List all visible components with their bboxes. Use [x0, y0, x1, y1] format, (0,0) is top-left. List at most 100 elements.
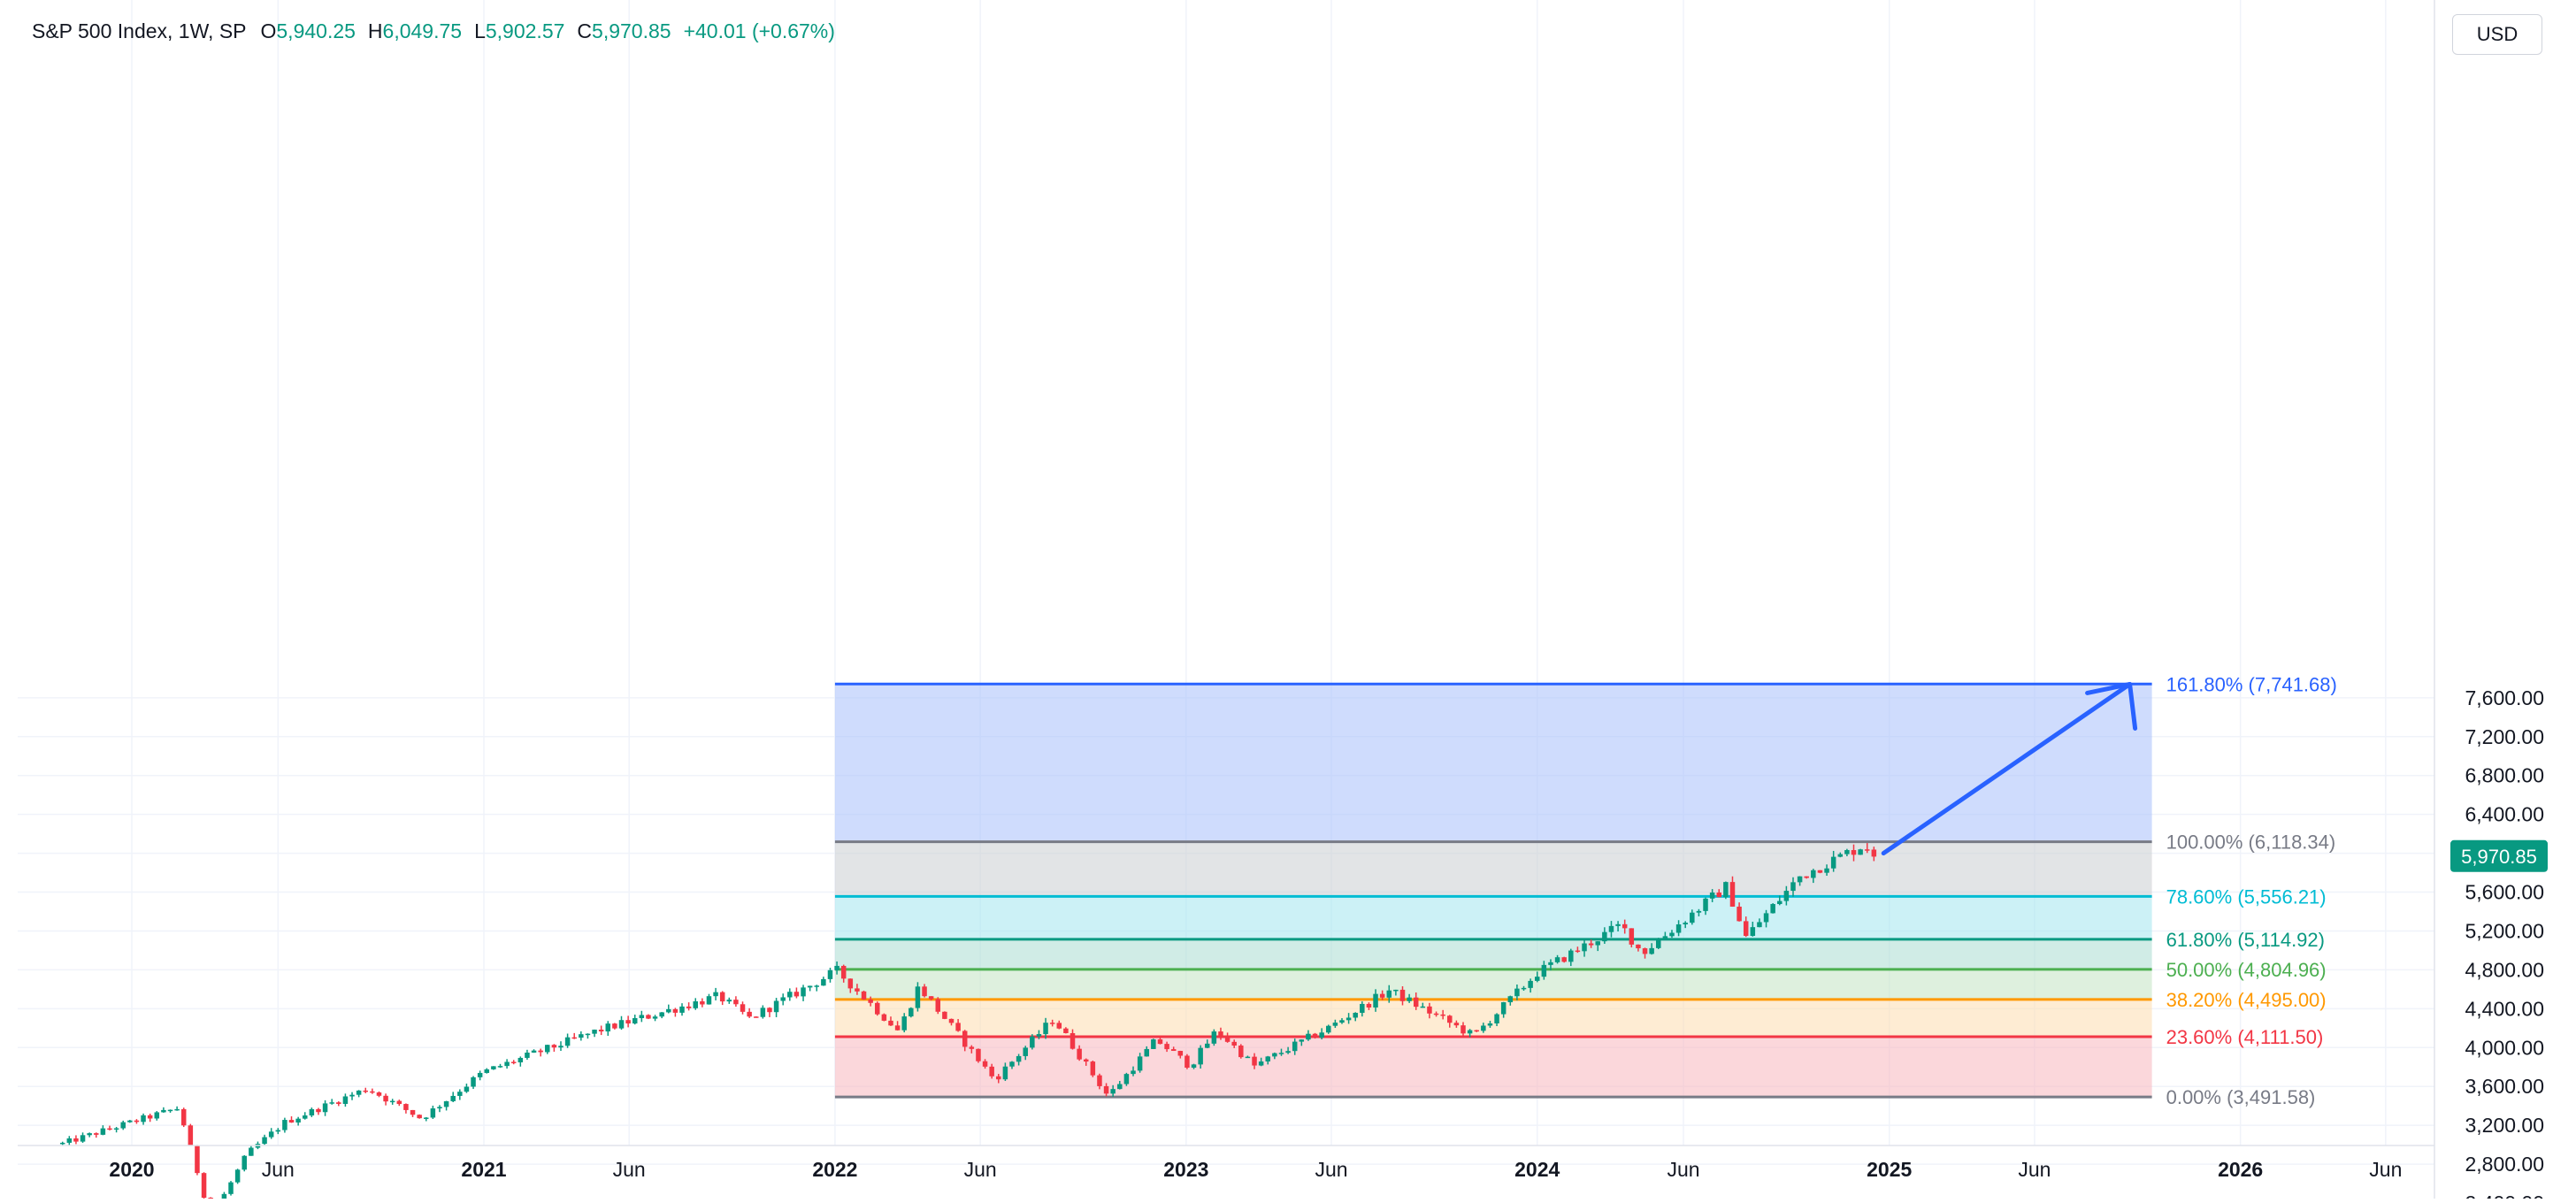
- candle: [316, 1107, 321, 1115]
- candle: [1083, 1058, 1089, 1066]
- fib-level-label: 38.20% (4,495.00): [2166, 989, 2327, 1011]
- candle: [437, 1105, 442, 1113]
- candle: [1690, 909, 1695, 925]
- candle: [376, 1091, 382, 1098]
- fib-level-label: 100.00% (6,118.34): [2166, 831, 2336, 854]
- candle: [618, 1015, 625, 1031]
- candle: [1675, 920, 1682, 937]
- price-tick-label: 4,400.00: [2465, 997, 2544, 1020]
- candle: [268, 1128, 274, 1139]
- candle: [1615, 921, 1621, 932]
- time-tick-label: 2024: [1514, 1158, 1560, 1181]
- candle: [1636, 944, 1641, 952]
- currency-button[interactable]: USD: [2452, 14, 2542, 55]
- candle: [342, 1093, 349, 1107]
- change-value: +40.01 (+0.67%): [683, 19, 835, 42]
- candle: [646, 1014, 651, 1020]
- price-axis[interactable]: 2,000.002,400.002,800.003,200.003,600.00…: [2465, 686, 2544, 1203]
- candle: [1123, 1072, 1130, 1086]
- candle: [794, 987, 800, 999]
- candle: [989, 1063, 994, 1079]
- candle: [1494, 1013, 1499, 1027]
- candle: [1790, 877, 1796, 897]
- price-tick-label: 3,600.00: [2465, 1075, 2544, 1098]
- candle: [551, 1044, 557, 1052]
- candle: [1077, 1045, 1082, 1061]
- candle: [1729, 876, 1736, 908]
- price-tick-label: 4,000.00: [2465, 1036, 2544, 1059]
- candle: [1528, 978, 1533, 993]
- candle: [1218, 1027, 1223, 1040]
- candle: [1063, 1027, 1069, 1034]
- candle: [228, 1181, 234, 1196]
- candle: [403, 1103, 409, 1114]
- candle: [1763, 909, 1769, 928]
- candle: [1224, 1032, 1230, 1043]
- candle: [1804, 876, 1809, 879]
- candle: [1144, 1046, 1149, 1057]
- candle: [1407, 993, 1412, 1003]
- candle: [840, 964, 847, 983]
- candle: [1500, 1001, 1506, 1018]
- candle: [1379, 990, 1385, 1000]
- candle: [1487, 1021, 1493, 1028]
- candle: [1016, 1054, 1022, 1066]
- candle: [1467, 1029, 1473, 1038]
- candle: [1009, 1061, 1015, 1069]
- candle: [100, 1125, 106, 1136]
- candle: [275, 1128, 281, 1135]
- last-price-label: 5,970.85: [2450, 839, 2548, 872]
- candle: [1440, 1009, 1445, 1020]
- last-price-badge: [2450, 839, 2548, 872]
- candle: [1211, 1029, 1217, 1046]
- projection-arrow-layer: [1881, 681, 2138, 856]
- candle: [249, 1146, 254, 1156]
- candle: [1817, 870, 1823, 874]
- candle: [713, 987, 718, 1000]
- candle: [1602, 927, 1607, 944]
- candle: [329, 1099, 334, 1105]
- candle: [753, 1015, 759, 1018]
- candle: [592, 1029, 597, 1038]
- time-tick-label: Jun: [2369, 1158, 2402, 1181]
- candle: [370, 1088, 375, 1094]
- fib-zone-0-382: [834, 999, 2152, 1038]
- candle: [1608, 921, 1614, 938]
- candle: [982, 1059, 988, 1069]
- candle: [1844, 848, 1850, 857]
- symbol-title[interactable]: S&P 500 Index, 1W, SP: [32, 19, 247, 42]
- candle: [1629, 928, 1635, 948]
- fib-level-label: 61.80% (5,114.92): [2166, 929, 2325, 951]
- candle: [740, 1001, 746, 1015]
- candle: [417, 1114, 422, 1119]
- candle: [295, 1116, 301, 1126]
- candle: [1716, 889, 1722, 898]
- time-tick-label: Jun: [2018, 1158, 2051, 1181]
- candle: [1204, 1039, 1210, 1049]
- time-axis[interactable]: 2020 Jun 2021 Jun 2022 Jun 2023 Jun 2024 Jun 2025 J…: [109, 1158, 2402, 1181]
- fib-level-label: 0.00% (3,491.58): [2166, 1086, 2316, 1108]
- candle: [612, 1023, 617, 1030]
- candle: [1097, 1073, 1102, 1090]
- candle: [1750, 921, 1756, 937]
- candle: [1743, 916, 1749, 938]
- candle: [1481, 1023, 1486, 1033]
- candle: [518, 1056, 524, 1067]
- projection-arrow-shaft[interactable]: [1881, 681, 2133, 856]
- candle: [1049, 1019, 1055, 1027]
- fib-level-label: 161.80% (7,741.68): [2166, 673, 2337, 695]
- candle: [107, 1125, 112, 1130]
- candle: [1198, 1045, 1203, 1069]
- candle: [363, 1087, 368, 1093]
- candle: [1797, 876, 1803, 886]
- candle: [1272, 1052, 1277, 1060]
- candle: [1306, 1030, 1311, 1041]
- candle: [80, 1132, 86, 1143]
- high-label: H: [367, 19, 383, 42]
- candle: [1588, 939, 1594, 948]
- candle: [1265, 1055, 1271, 1065]
- candle: [538, 1048, 543, 1057]
- candle: [234, 1169, 241, 1184]
